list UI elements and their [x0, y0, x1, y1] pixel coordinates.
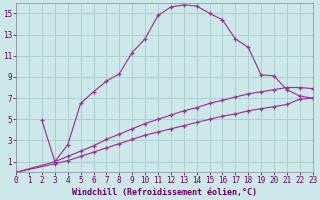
X-axis label: Windchill (Refroidissement éolien,°C): Windchill (Refroidissement éolien,°C): [72, 188, 257, 197]
